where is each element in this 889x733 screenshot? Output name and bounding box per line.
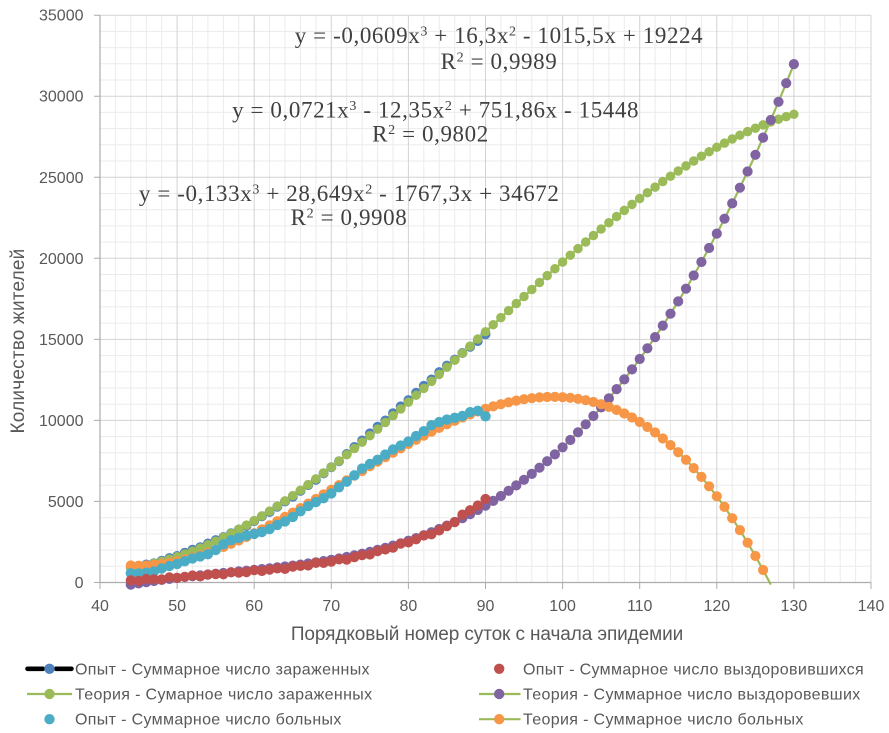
svg-text:R2​ = 0,9908: R2​ = 0,9908	[291, 205, 408, 230]
svg-text:20000: 20000	[39, 251, 84, 268]
svg-text:130: 130	[781, 598, 808, 615]
svg-text:Теория - Сумарное число зараже: Теория - Сумарное число зараженных	[75, 687, 372, 704]
svg-text:y = -0,0609x3​ + 16,3x2​ - 101: y = -0,0609x3​ + 16,3x2​ - 1015,5x + 192…	[295, 23, 704, 48]
svg-text:50: 50	[168, 598, 186, 615]
svg-text:40: 40	[91, 598, 109, 615]
svg-text:120: 120	[703, 598, 730, 615]
svg-text:100: 100	[549, 598, 576, 615]
svg-text:15000: 15000	[39, 332, 84, 349]
svg-text:R2​ = 0,9989: R2​ = 0,9989	[441, 49, 558, 74]
svg-text:10000: 10000	[39, 413, 84, 430]
svg-text:0: 0	[75, 575, 84, 592]
svg-text:Количество жителей: Количество жителей	[8, 249, 29, 434]
svg-text:y = -0,133x3​ + 28,649x2​ - 17: y = -0,133x3​ + 28,649x2​ - 1767,3x + 34…	[139, 181, 560, 206]
svg-text:R2​ = 0,9802: R2​ = 0,9802	[372, 122, 489, 147]
svg-text:140: 140	[858, 598, 885, 615]
svg-text:110: 110	[627, 598, 653, 615]
svg-text:Теория - Суммарное число выздо: Теория - Суммарное число выздоровевших	[523, 687, 861, 704]
svg-text:Теория - Суммарное число больн: Теория - Суммарное число больных	[523, 712, 804, 728]
svg-text:Опыт - Суммарное число больных: Опыт - Суммарное число больных	[75, 712, 342, 728]
svg-text:70: 70	[322, 598, 340, 615]
svg-text:Опыт - Суммарное число выздоро: Опыт - Суммарное число выздоровившихся	[523, 661, 864, 678]
svg-text:35000: 35000	[39, 8, 84, 25]
svg-text:80: 80	[400, 598, 418, 615]
svg-text:60: 60	[245, 598, 263, 615]
svg-text:Опыт - Суммарное число заражен: Опыт - Суммарное число зараженных	[75, 661, 370, 678]
svg-text:y = 0,0721x3​ - 12,35x2​ + 751: y = 0,0721x3​ - 12,35x2​ + 751,86x - 154…	[232, 98, 639, 123]
svg-text:90: 90	[477, 598, 495, 615]
svg-text:25000: 25000	[39, 170, 84, 187]
svg-text:5000: 5000	[48, 494, 84, 511]
svg-text:Порядковый номер суток с начал: Порядковый номер суток с начала эпидемии	[291, 624, 683, 645]
svg-text:30000: 30000	[39, 89, 84, 106]
